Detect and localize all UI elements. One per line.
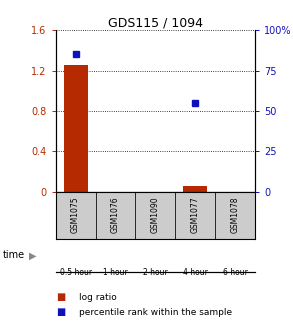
Text: time: time <box>3 250 25 260</box>
Bar <box>183 186 207 192</box>
Text: log ratio: log ratio <box>79 293 117 302</box>
Text: ■: ■ <box>56 292 65 302</box>
Text: GSM1078: GSM1078 <box>231 197 239 233</box>
Text: 4 hour: 4 hour <box>183 268 207 277</box>
Text: ▶: ▶ <box>29 250 37 260</box>
Bar <box>56 192 96 239</box>
Text: GSM1077: GSM1077 <box>191 197 200 234</box>
Text: 6 hour: 6 hour <box>223 268 247 277</box>
Bar <box>175 192 215 239</box>
Text: ■: ■ <box>56 307 65 318</box>
Text: 0.5 hour: 0.5 hour <box>59 268 92 277</box>
Title: GDS115 / 1094: GDS115 / 1094 <box>108 16 203 29</box>
Text: percentile rank within the sample: percentile rank within the sample <box>79 308 232 317</box>
Bar <box>215 192 255 239</box>
Bar <box>96 192 135 239</box>
Text: GSM1090: GSM1090 <box>151 197 160 234</box>
Text: GSM1075: GSM1075 <box>71 197 80 234</box>
Bar <box>64 65 88 192</box>
Text: 1 hour: 1 hour <box>103 268 128 277</box>
Bar <box>135 192 175 239</box>
Text: GSM1076: GSM1076 <box>111 197 120 234</box>
Text: 2 hour: 2 hour <box>143 268 168 277</box>
